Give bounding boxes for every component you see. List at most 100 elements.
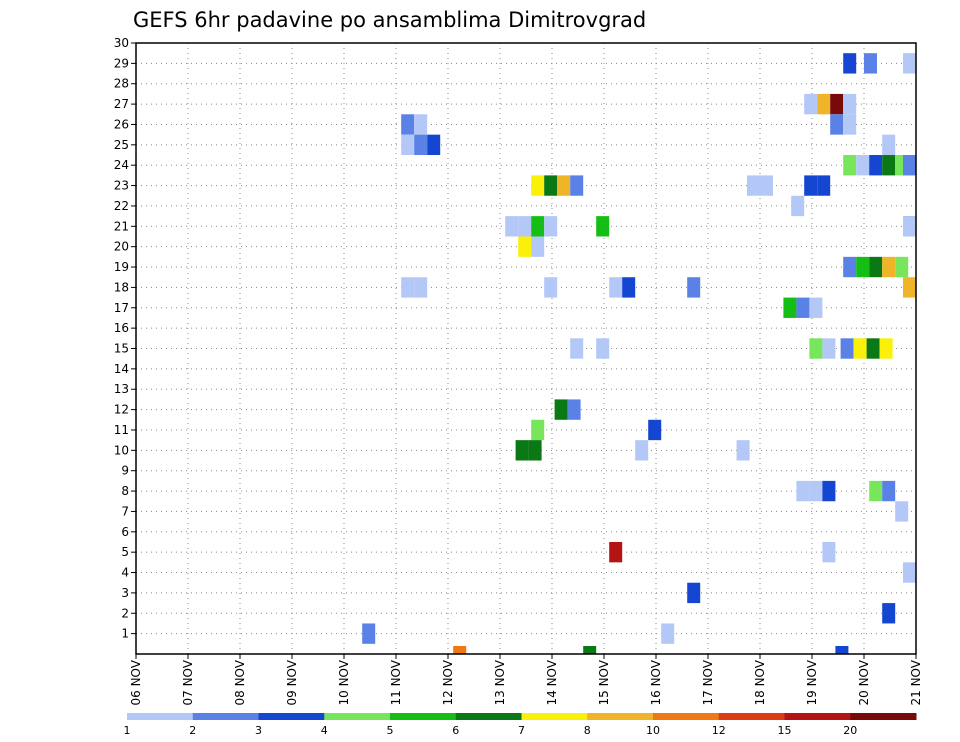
legend-swatch [521,713,588,720]
precip-cell [882,480,896,502]
y-tick-label: 30 [114,36,129,50]
x-tick-label: 09 NOV [285,659,299,705]
precip-cell [401,277,415,298]
precip-cell [853,338,867,359]
y-tick-label: 17 [114,301,129,315]
precip-cell [903,53,916,74]
precip-cell [544,175,558,196]
precip-cell [736,440,750,461]
precip-cell [895,256,909,278]
y-tick-label: 8 [121,484,129,498]
y-tick-label: 13 [114,382,129,396]
precip-cell [796,480,810,502]
precip-cell [544,277,558,298]
precip-cell [531,419,545,441]
y-tick-label: 3 [121,586,129,600]
precip-cell [401,114,415,135]
precip-cell [414,134,428,156]
chart-title: GEFS 6hr padavine po ansamblima Dimitrov… [133,8,646,32]
x-tick-label: 18 NOV [753,659,767,705]
precip-cell [882,256,896,278]
y-tick-label: 11 [114,423,129,437]
precip-cell [609,277,623,298]
precip-cell [869,155,883,176]
y-tick-label: 20 [114,240,129,254]
precip-cell [903,562,916,583]
precip-cell [856,155,870,176]
legend-label: 2 [189,724,196,737]
legend-label: 12 [712,724,726,737]
precip-cell [856,256,870,278]
legend-label: 15 [778,724,792,737]
y-tick-label: 10 [114,443,129,457]
x-tick-label: 10 NOV [337,659,351,705]
y-tick-label: 4 [121,566,129,580]
y-tick-label: 18 [114,280,129,294]
precip-cell [531,236,545,257]
y-tick-label: 22 [114,199,129,213]
x-tick-label: 07 NOV [181,659,195,705]
precip-cell [747,175,760,196]
y-tick-label: 24 [114,158,129,172]
legend-label: 6 [452,724,459,737]
precip-cell [830,93,844,115]
precip-cell [596,216,610,237]
precip-cell [869,480,883,502]
y-tick-label: 25 [114,138,129,152]
precip-cell [760,175,773,196]
precip-cell [414,114,428,135]
grid [136,43,916,654]
x-tick-label: 13 NOV [493,659,507,705]
legend-swatch [587,713,654,720]
y-tick-label: 12 [114,403,129,417]
precip-cell [804,93,818,115]
legend-label: 4 [321,724,328,737]
precip-cell [796,297,810,318]
precip-cell [882,155,896,176]
precip-cell [531,175,545,196]
y-tick-label: 19 [114,260,129,274]
precip-cell [804,175,818,196]
precip-cell [528,440,542,461]
precip-cell [544,216,558,237]
y-tick-label: 2 [121,606,129,620]
precip-cell [570,338,584,359]
legend-swatch [192,713,259,720]
legend-label: 5 [387,724,394,737]
precip-cell [869,256,883,278]
precip-cell [809,338,823,359]
legend-swatch [455,713,522,720]
x-tick-label: 11 NOV [389,659,403,705]
x-tick-label: 06 NOV [129,659,143,705]
legend-swatch [850,713,917,720]
precip-cell [895,501,909,522]
x-tick-label: 14 NOV [545,659,559,705]
precip-cell [596,338,610,359]
precip-cell [882,603,896,624]
precip-cell [622,277,636,298]
legend-label: 1 [124,724,131,737]
precip-cell [414,277,428,298]
precip-cell [567,399,581,420]
precip-cell [864,53,877,74]
y-tick-label: 29 [114,56,129,70]
precip-cell [882,134,896,156]
y-tick-label: 27 [114,97,129,111]
y-tick-label: 6 [121,525,129,539]
y-tick-label: 21 [114,219,129,233]
precip-cell [515,440,529,461]
y-tick-label: 14 [114,362,129,376]
precip-cell [453,646,467,654]
legend-swatch [718,713,785,720]
precip-cell [583,646,597,654]
precip-cell [635,440,649,461]
y-tick-label: 23 [114,179,129,193]
legend-swatch [653,713,720,720]
y-tick-label: 15 [114,342,129,356]
x-tick-label: 15 NOV [597,659,611,705]
precip-cell [843,155,857,176]
y-axis: 1234567891011121314151617181920212223242… [114,36,136,641]
precip-cell [843,93,857,115]
precip-cell [783,297,797,318]
